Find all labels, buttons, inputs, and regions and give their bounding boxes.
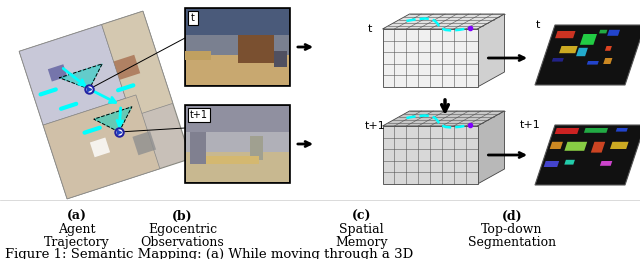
Polygon shape [550, 142, 563, 149]
Polygon shape [559, 46, 578, 53]
Polygon shape [102, 11, 173, 117]
Bar [188, 108, 210, 122]
Polygon shape [544, 161, 559, 167]
Text: Observations: Observations [141, 236, 224, 249]
Polygon shape [383, 111, 504, 126]
Polygon shape [535, 125, 640, 185]
Bar [250, 136, 262, 160]
Polygon shape [132, 131, 156, 155]
Polygon shape [599, 30, 607, 33]
Polygon shape [90, 138, 110, 157]
Polygon shape [604, 58, 612, 64]
Polygon shape [580, 34, 597, 45]
Polygon shape [555, 128, 579, 134]
Polygon shape [60, 64, 102, 89]
Polygon shape [605, 46, 612, 51]
Bar [237, 35, 275, 63]
Text: Egocentric: Egocentric [148, 223, 217, 236]
Text: Top-down: Top-down [481, 223, 543, 236]
Polygon shape [564, 160, 575, 165]
Bar [186, 106, 289, 133]
Text: t+1: t+1 [365, 121, 385, 131]
Text: Memory: Memory [335, 236, 388, 249]
Bar [186, 35, 289, 55]
Text: (d): (d) [502, 210, 522, 223]
Text: t: t [536, 20, 540, 30]
Polygon shape [564, 142, 588, 151]
Polygon shape [43, 95, 160, 199]
Text: (b): (b) [172, 210, 193, 223]
Bar [186, 152, 289, 182]
Polygon shape [555, 31, 575, 38]
Bar [275, 51, 287, 67]
Polygon shape [600, 161, 612, 166]
Polygon shape [607, 30, 620, 36]
Bar [190, 132, 206, 163]
Text: Agent: Agent [58, 223, 95, 236]
Polygon shape [114, 55, 140, 80]
Bar [206, 156, 259, 163]
Polygon shape [477, 111, 504, 184]
Polygon shape [535, 25, 640, 85]
Bar [186, 55, 289, 85]
Text: t: t [367, 24, 372, 34]
Text: (a): (a) [67, 210, 87, 223]
Polygon shape [576, 48, 588, 56]
Text: t+1: t+1 [190, 110, 208, 120]
Polygon shape [610, 142, 628, 149]
Text: Spatial: Spatial [339, 223, 384, 236]
Text: t+1: t+1 [519, 120, 540, 130]
Text: (c): (c) [352, 210, 371, 223]
Bar [186, 132, 289, 152]
Polygon shape [19, 11, 191, 199]
Polygon shape [48, 64, 67, 82]
Text: Figure 1: Semantic Mapping: (a) While moving through a 3D: Figure 1: Semantic Mapping: (a) While mo… [5, 248, 413, 259]
Bar [185, 8, 290, 86]
Polygon shape [19, 25, 125, 125]
Polygon shape [587, 61, 599, 64]
Polygon shape [591, 142, 605, 153]
Text: t: t [191, 13, 195, 23]
Polygon shape [94, 107, 132, 132]
Polygon shape [552, 58, 564, 62]
Bar [186, 9, 289, 36]
Polygon shape [383, 14, 504, 29]
Polygon shape [477, 14, 504, 87]
Polygon shape [383, 126, 477, 184]
Bar [185, 51, 211, 60]
Text: Segmentation: Segmentation [468, 236, 556, 249]
Text: Trajectory: Trajectory [44, 236, 109, 249]
Bar [188, 11, 198, 25]
Bar [185, 105, 290, 183]
Polygon shape [584, 128, 608, 133]
Polygon shape [383, 29, 477, 87]
Polygon shape [616, 128, 628, 132]
